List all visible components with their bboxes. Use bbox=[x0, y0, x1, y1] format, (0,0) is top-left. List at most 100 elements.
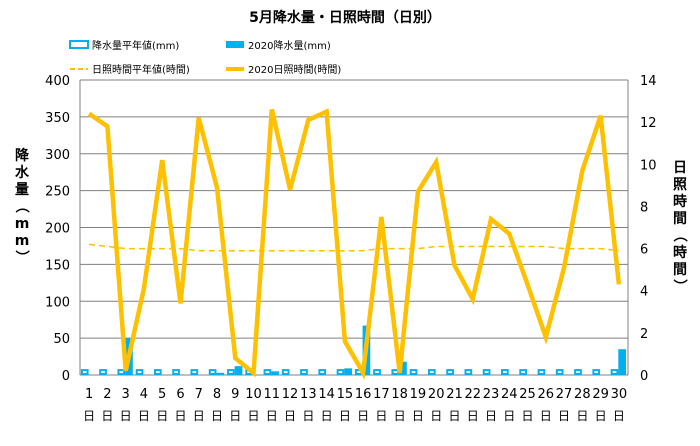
x-tick-label: 19 bbox=[410, 387, 427, 402]
axis-title-char: 間 bbox=[673, 262, 687, 278]
bar-normal-rain bbox=[318, 369, 327, 376]
lines bbox=[87, 108, 622, 380]
axis-title-char: （ bbox=[13, 199, 29, 213]
x-tick-label: 14 bbox=[318, 387, 335, 402]
left-tick-label: 100 bbox=[45, 295, 70, 310]
left-tick-label: 250 bbox=[45, 185, 70, 200]
bar-normal-rain bbox=[537, 369, 546, 376]
x-tick-suffix: 日 bbox=[613, 409, 625, 423]
bar-normal-rain bbox=[373, 369, 381, 376]
x-tick-suffix: 日 bbox=[174, 409, 186, 423]
x-tick-label: 4 bbox=[140, 387, 148, 402]
bar-normal-rain bbox=[117, 369, 126, 376]
line-normal-sunshine bbox=[89, 243, 619, 252]
x-tick-label: 28 bbox=[574, 387, 591, 402]
left-tick-label: 0 bbox=[62, 369, 70, 384]
right-tick-label: 0 bbox=[640, 369, 648, 384]
left-tick-label: 300 bbox=[45, 148, 70, 163]
axis-title-char: 時 bbox=[673, 193, 687, 210]
x-tick-suffix: 日 bbox=[339, 409, 351, 423]
x-tick-suffix: 日 bbox=[156, 409, 168, 423]
x-tick-label: 15 bbox=[337, 387, 354, 402]
x-tick-label: 30 bbox=[611, 387, 628, 402]
axis-title-char: ） bbox=[13, 250, 29, 264]
x-tick-label: 11 bbox=[264, 387, 281, 402]
legend-swatch-2020-rain bbox=[226, 41, 244, 48]
bar-normal-rain bbox=[519, 369, 527, 376]
x-tick-label: 10 bbox=[245, 387, 262, 402]
axis-title-char: 照 bbox=[673, 177, 687, 193]
x-tick-suffix: 日 bbox=[302, 409, 314, 423]
x-tick-suffix: 日 bbox=[321, 409, 333, 423]
x-tick-label: 9 bbox=[231, 387, 239, 402]
x-tick-suffix: 日 bbox=[503, 409, 515, 423]
bar-normal-rain bbox=[336, 369, 345, 376]
bar-normal-rain bbox=[610, 369, 619, 376]
bar-normal-rain bbox=[227, 369, 235, 376]
right-tick-label: 2 bbox=[640, 327, 648, 342]
right-tick-label: 8 bbox=[640, 200, 648, 215]
bar-2020-rain bbox=[234, 366, 243, 375]
right-axis-title: 日照時間（時間） bbox=[671, 160, 687, 293]
right-tick-label: 4 bbox=[640, 285, 648, 300]
right-tick-label: 12 bbox=[640, 116, 657, 131]
x-tick-suffix: 日 bbox=[448, 409, 460, 423]
gridlines bbox=[79, 79, 629, 376]
legend-label-normal-rain: 降水量平年値(mm) bbox=[92, 39, 179, 52]
x-tick-suffix: 日 bbox=[576, 409, 588, 423]
x-tick-label: 7 bbox=[195, 387, 203, 402]
legend-label-normal-sun: 日照時間平年値(時間) bbox=[92, 63, 190, 76]
axis-title-char: m bbox=[15, 216, 30, 232]
x-tick-label: 24 bbox=[501, 387, 518, 402]
left-axis-ticks: 0 50 100 150 200 250 300 350 400 bbox=[45, 74, 70, 384]
axis-title-char: 量 bbox=[15, 182, 29, 198]
bar-normal-rain bbox=[574, 369, 582, 376]
legend-label-2020-sun: 2020日照時間(時間) bbox=[248, 64, 341, 76]
bar-normal-rain bbox=[592, 369, 601, 376]
axis-title-char: 水 bbox=[15, 164, 30, 181]
left-tick-label: 400 bbox=[45, 74, 70, 89]
bar-normal-rain bbox=[300, 369, 308, 376]
bar-2020-rain bbox=[344, 368, 352, 375]
x-tick-suffix: 日 bbox=[248, 409, 260, 423]
legend: 降水量平年値(mm) 2020降水量(mm) 日照時間平年値(時間) 2020日… bbox=[69, 39, 341, 76]
x-tick-suffix: 日 bbox=[284, 409, 296, 423]
x-tick-label: 26 bbox=[538, 387, 555, 402]
x-axis-labels: 1日2日3日4日5日6日7日8日9日10日11日12日13日14日15日16日1… bbox=[83, 387, 627, 423]
x-tick-label: 20 bbox=[428, 387, 445, 402]
bar-normal-rain bbox=[482, 369, 491, 376]
bar-normal-rain bbox=[501, 369, 509, 376]
bar-normal-rain bbox=[80, 369, 89, 376]
chart-title: 5月降水量・日照時間（日別） bbox=[249, 9, 441, 26]
x-tick-suffix: 日 bbox=[229, 409, 241, 423]
bar-normal-rain bbox=[99, 369, 107, 376]
left-tick-label: 200 bbox=[45, 222, 70, 237]
left-tick-label: 350 bbox=[45, 111, 70, 126]
left-axis-title: 降水量（mm） bbox=[13, 147, 30, 264]
bar-normal-rain bbox=[409, 369, 418, 376]
bar-2020-rain bbox=[399, 361, 407, 375]
x-tick-suffix: 日 bbox=[375, 409, 387, 423]
x-tick-label: 3 bbox=[122, 387, 130, 402]
bar-2020-rain bbox=[216, 372, 225, 375]
legend-label-2020-rain: 2020降水量(mm) bbox=[248, 39, 331, 52]
x-tick-label: 1 bbox=[85, 387, 93, 402]
x-tick-suffix: 日 bbox=[430, 409, 442, 423]
axis-title-char: ） bbox=[671, 279, 687, 293]
x-tick-suffix: 日 bbox=[522, 409, 534, 423]
x-tick-suffix: 日 bbox=[357, 409, 369, 423]
axis-title-char: 時 bbox=[673, 244, 687, 261]
x-tick-label: 22 bbox=[464, 387, 481, 402]
bar-normal-rain bbox=[427, 369, 436, 376]
bar-normal-rain bbox=[190, 369, 199, 376]
x-tick-suffix: 日 bbox=[193, 409, 205, 423]
axis-title-char: 日 bbox=[673, 160, 687, 176]
x-tick-suffix: 日 bbox=[558, 409, 570, 423]
x-tick-label: 27 bbox=[556, 387, 573, 402]
bar-normal-rain bbox=[281, 369, 290, 376]
axis-title-char: 間 bbox=[673, 211, 687, 227]
bar-normal-rain bbox=[446, 369, 454, 376]
axis-title-char: （ bbox=[671, 228, 687, 242]
axis-title-char: 降 bbox=[15, 147, 30, 164]
